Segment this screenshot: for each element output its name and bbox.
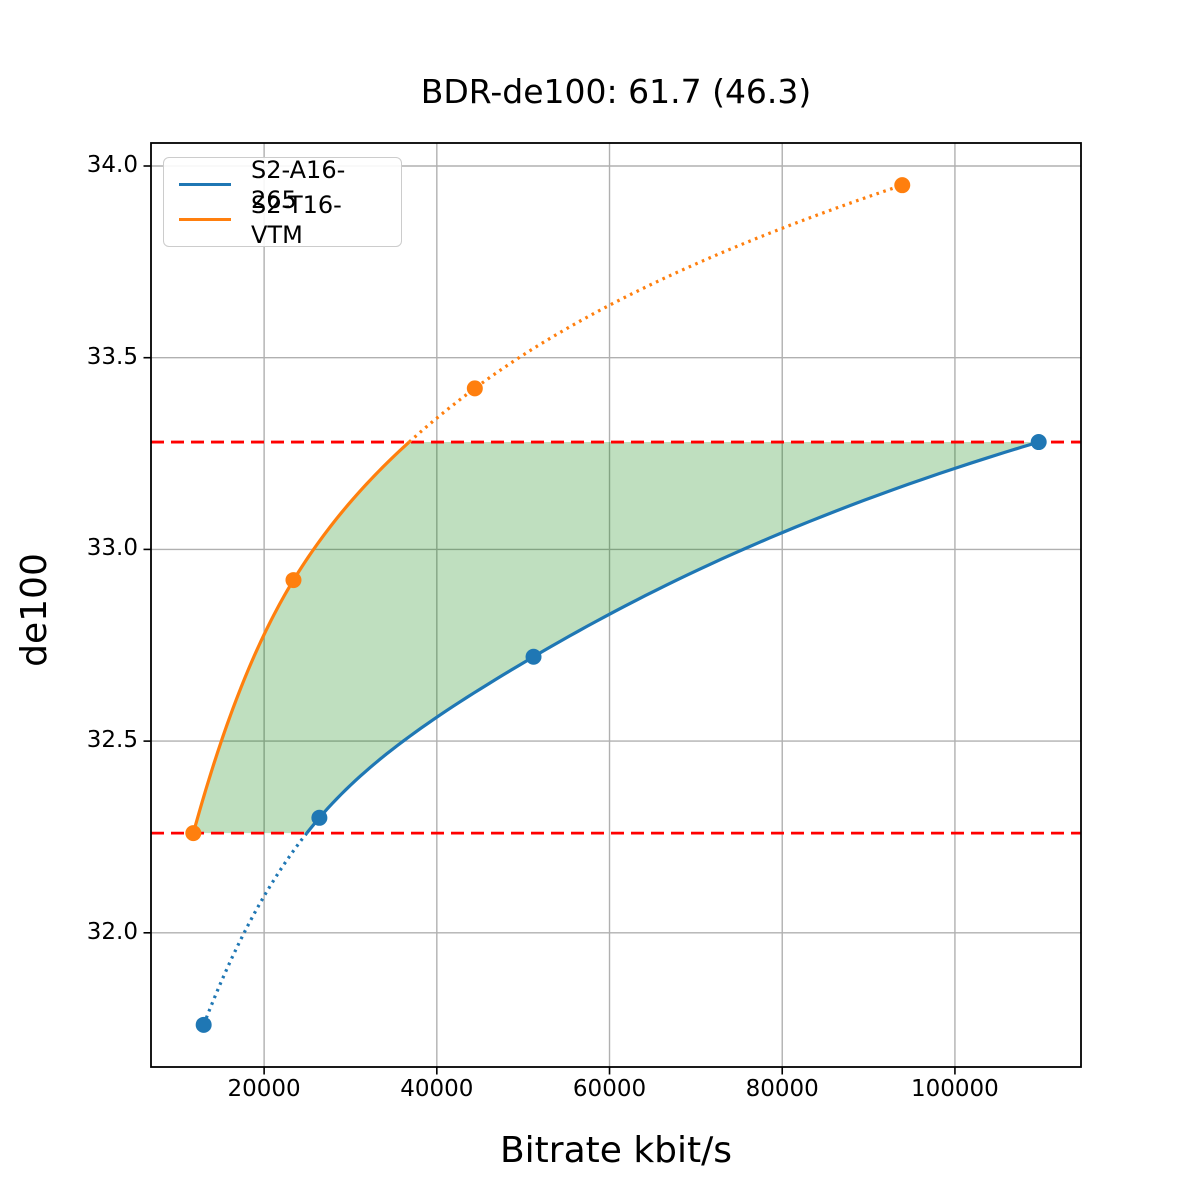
data-point-S2-T16-VTM <box>894 177 911 194</box>
x-tick-label: 60000 <box>572 1076 647 1102</box>
chart-title: BDR-de100: 61.7 (46.3) <box>420 72 812 111</box>
y-tick-label: 32.0 <box>86 918 138 945</box>
data-point-S2-A16-265 <box>525 648 542 665</box>
x-tick-label: 40000 <box>400 1076 474 1102</box>
x-tick-label: 20000 <box>227 1076 301 1102</box>
y-tick-label: 34.0 <box>86 152 138 178</box>
legend-label: S2-A16-265 <box>251 155 346 214</box>
curve-orange-dotted <box>408 183 903 444</box>
y-tick-label: 33.5 <box>86 343 138 370</box>
y-axis-label: de100 <box>14 553 55 667</box>
data-point-S2-A16-265 <box>1030 434 1047 451</box>
data-point-S2-A16-265 <box>311 809 328 826</box>
curve-blue-dotted <box>202 832 309 1026</box>
legend: S2-A16-265 S2-T16-VTM <box>163 156 402 249</box>
data-point-S2-A16-265 <box>195 1016 212 1033</box>
curve-blue-solid <box>305 440 1040 835</box>
data-point-S2-T16-VTM <box>466 380 483 397</box>
legend-label: S2-T16-VTM <box>251 190 342 249</box>
x-tick-label: 80000 <box>745 1076 819 1102</box>
data-point-S2-T16-VTM <box>185 825 202 842</box>
x-axis-label: Bitrate kbit/s <box>499 1130 733 1171</box>
data-point-S2-T16-VTM <box>285 572 302 589</box>
y-tick-label: 32.5 <box>86 727 138 754</box>
x-tick-label: 100000 <box>911 1076 999 1102</box>
curve-orange-solid <box>191 440 411 834</box>
legend-item: S2-T16-VTM <box>164 191 401 249</box>
legend-line-swatch-blue <box>179 183 231 186</box>
legend-line-swatch-orange <box>179 218 231 221</box>
bd-area-fill <box>193 442 1039 834</box>
legend-item: S2-A16-265 <box>164 156 401 214</box>
axes-spines <box>150 142 1082 1068</box>
y-tick-label: 33.0 <box>86 535 138 562</box>
